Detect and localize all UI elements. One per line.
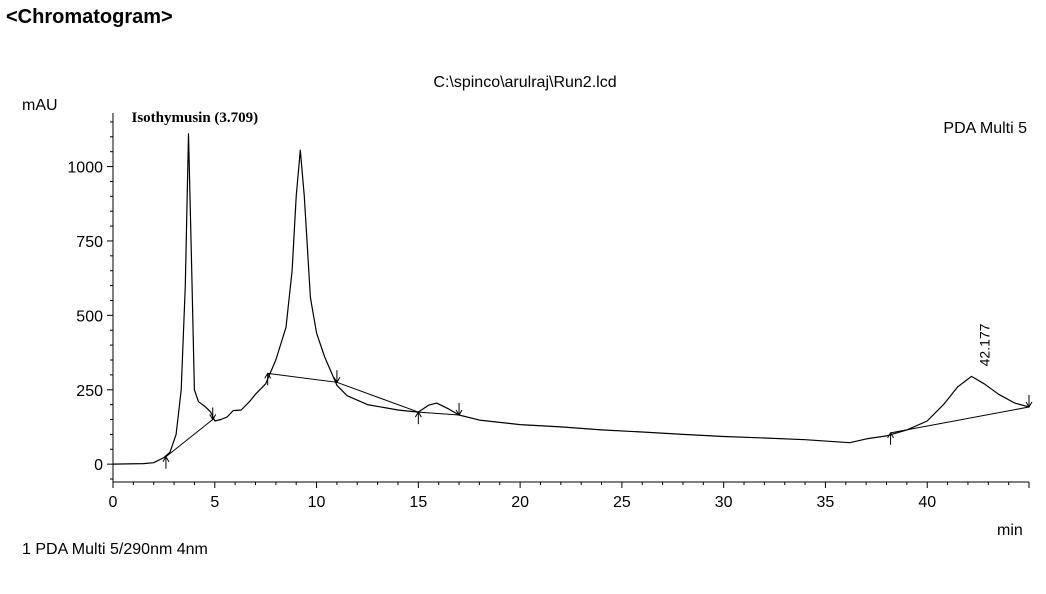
integration-end-marker xyxy=(455,403,463,417)
integration-start-marker xyxy=(887,431,895,445)
y-tick-label: 0 xyxy=(94,457,103,474)
peak-label-rt: 42.177 xyxy=(977,323,993,366)
integration-start-marker xyxy=(162,455,170,469)
integration-start-marker xyxy=(414,411,422,425)
channel-label: PDA Multi 5 xyxy=(943,120,1027,137)
integration-baseline xyxy=(267,372,337,383)
x-tick-label: 35 xyxy=(817,494,835,511)
plot-area: 0 5 10 15 20 25 30 35 40 0 250 500 750 1000 Isothymusi… xyxy=(67,110,1033,511)
chart-title: C:\spinco\arulraj\Run2.lcd xyxy=(433,74,616,91)
x-tick-label: 5 xyxy=(210,494,219,511)
x-tick-label: 25 xyxy=(613,494,631,511)
x-tick-label: 40 xyxy=(918,494,936,511)
signal-trace xyxy=(112,133,1030,465)
integration-baseline xyxy=(890,406,1030,434)
detector-footer: 1 PDA Multi 5/290nm 4nm xyxy=(22,541,208,558)
integration-baseline xyxy=(336,381,419,413)
x-axis-label: min xyxy=(997,522,1023,539)
integration-baseline xyxy=(418,411,460,416)
x-tick-label: 0 xyxy=(109,494,118,511)
integration-end-marker xyxy=(1025,395,1033,408)
y-tick-label: 500 xyxy=(76,308,103,325)
y-tick-label: 250 xyxy=(76,383,103,400)
integration-end-marker xyxy=(333,370,341,384)
peak-label-isothymusin: Isothymusin (3.709) xyxy=(131,110,258,126)
integration-start-marker xyxy=(264,372,272,386)
y-tick-label: 1000 xyxy=(67,160,103,177)
x-tick-label: 30 xyxy=(715,494,733,511)
y-axis-label: mAU xyxy=(22,97,58,114)
integration-end-marker xyxy=(209,407,217,421)
page-heading: <Chromatogram> xyxy=(6,6,173,28)
x-tick-label: 20 xyxy=(511,494,529,511)
y-tick-label: 750 xyxy=(76,234,103,251)
x-tick-label: 15 xyxy=(409,494,427,511)
x-tick-label: 10 xyxy=(308,494,326,511)
integration-baseline xyxy=(165,419,214,458)
